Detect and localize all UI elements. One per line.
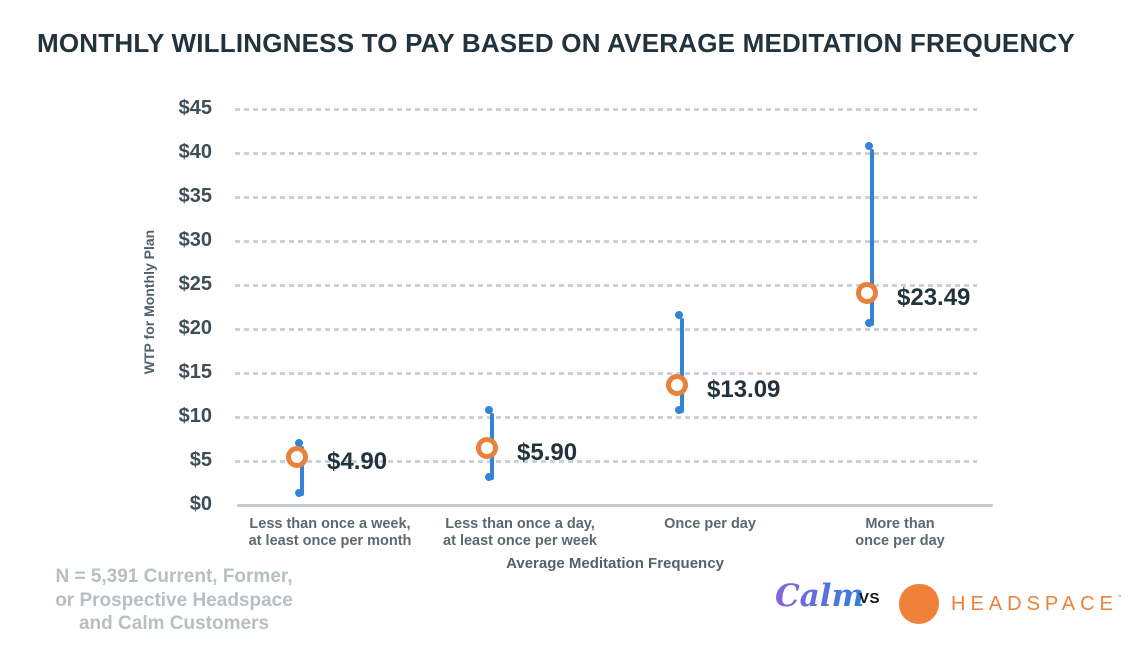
headspace-name: HEADSPACE	[951, 593, 1118, 615]
calm-logo: Calm	[775, 578, 865, 614]
gridline	[235, 460, 977, 463]
x-category-label: Less than once a week, at least once per …	[248, 516, 412, 549]
wtp-point-marker	[476, 437, 498, 460]
y-axis-tick-labels: $0 $5 $10 $15 $20 $25 $30 $35 $40 $45	[120, 0, 212, 645]
range-low-dot	[865, 319, 873, 328]
range-high-dot	[675, 311, 683, 320]
range-high-dot	[865, 142, 873, 151]
gridline	[235, 196, 977, 199]
wtp-point-marker	[856, 282, 878, 305]
x-axis-title: Average Meditation Frequency	[506, 555, 724, 572]
wtp-value-label: $13.09	[707, 375, 781, 403]
gridline	[235, 328, 977, 331]
wtp-range-line	[300, 446, 304, 497]
y-tick-label: $20	[178, 317, 212, 339]
y-tick-label: $35	[178, 185, 212, 207]
x-axis-category-labels: Less than once a week, at least once per …	[235, 516, 995, 560]
x-category-label: Less than once a day, at least once per w…	[443, 516, 597, 549]
brand-logos: Calm VS HEADSPACE°	[770, 576, 1122, 634]
wtp-range-line	[680, 318, 684, 413]
gridline	[235, 108, 977, 111]
wtp-point-marker	[286, 445, 308, 468]
y-tick-label: $40	[178, 141, 212, 163]
wtp-range-line	[870, 149, 874, 327]
wtp-point-marker	[666, 373, 688, 396]
y-tick-label: $30	[178, 229, 212, 251]
range-high-dot	[295, 439, 303, 448]
headspace-logo-icon	[899, 584, 939, 624]
gridline	[235, 416, 977, 419]
range-high-dot	[485, 405, 493, 414]
x-category-label: Once per day	[664, 516, 756, 532]
y-tick-label: $25	[178, 273, 212, 295]
x-category-label: More than once per day	[855, 516, 945, 549]
wtp-value-label: $23.49	[897, 284, 971, 312]
gridline	[235, 372, 977, 375]
note-line: N = 5,391 Current, Former,	[55, 566, 293, 587]
y-tick-label: $5	[189, 449, 212, 471]
x-axis-line	[237, 504, 993, 507]
note-line: and Calm Customers	[78, 613, 270, 634]
sample-size-note: N = 5,391 Current, Former, or Prospectiv…	[36, 565, 312, 636]
plot-area: $4.90 $5.90 $13.09 $23.49	[235, 108, 995, 507]
range-low-dot	[485, 473, 493, 482]
range-low-dot	[675, 405, 683, 414]
y-tick-label: $10	[178, 405, 212, 427]
headspace-trademark-icon: °	[1117, 593, 1122, 603]
range-low-dot	[295, 489, 303, 498]
headspace-wordmark: HEADSPACE°	[951, 593, 1122, 616]
vs-label: VS	[859, 590, 881, 607]
gridline	[235, 284, 977, 287]
y-tick-label: $0	[189, 493, 212, 515]
note-line: or Prospective Headspace	[55, 589, 293, 611]
chart-title: MONTHLY WILLINGNESS TO PAY BASED ON AVER…	[37, 28, 1075, 58]
gridline	[235, 240, 977, 243]
y-tick-label: $15	[178, 361, 212, 383]
wtp-value-label: $4.90	[327, 447, 388, 475]
gridline	[235, 152, 977, 155]
y-tick-label: $45	[178, 97, 212, 119]
wtp-value-label: $5.90	[517, 439, 578, 467]
